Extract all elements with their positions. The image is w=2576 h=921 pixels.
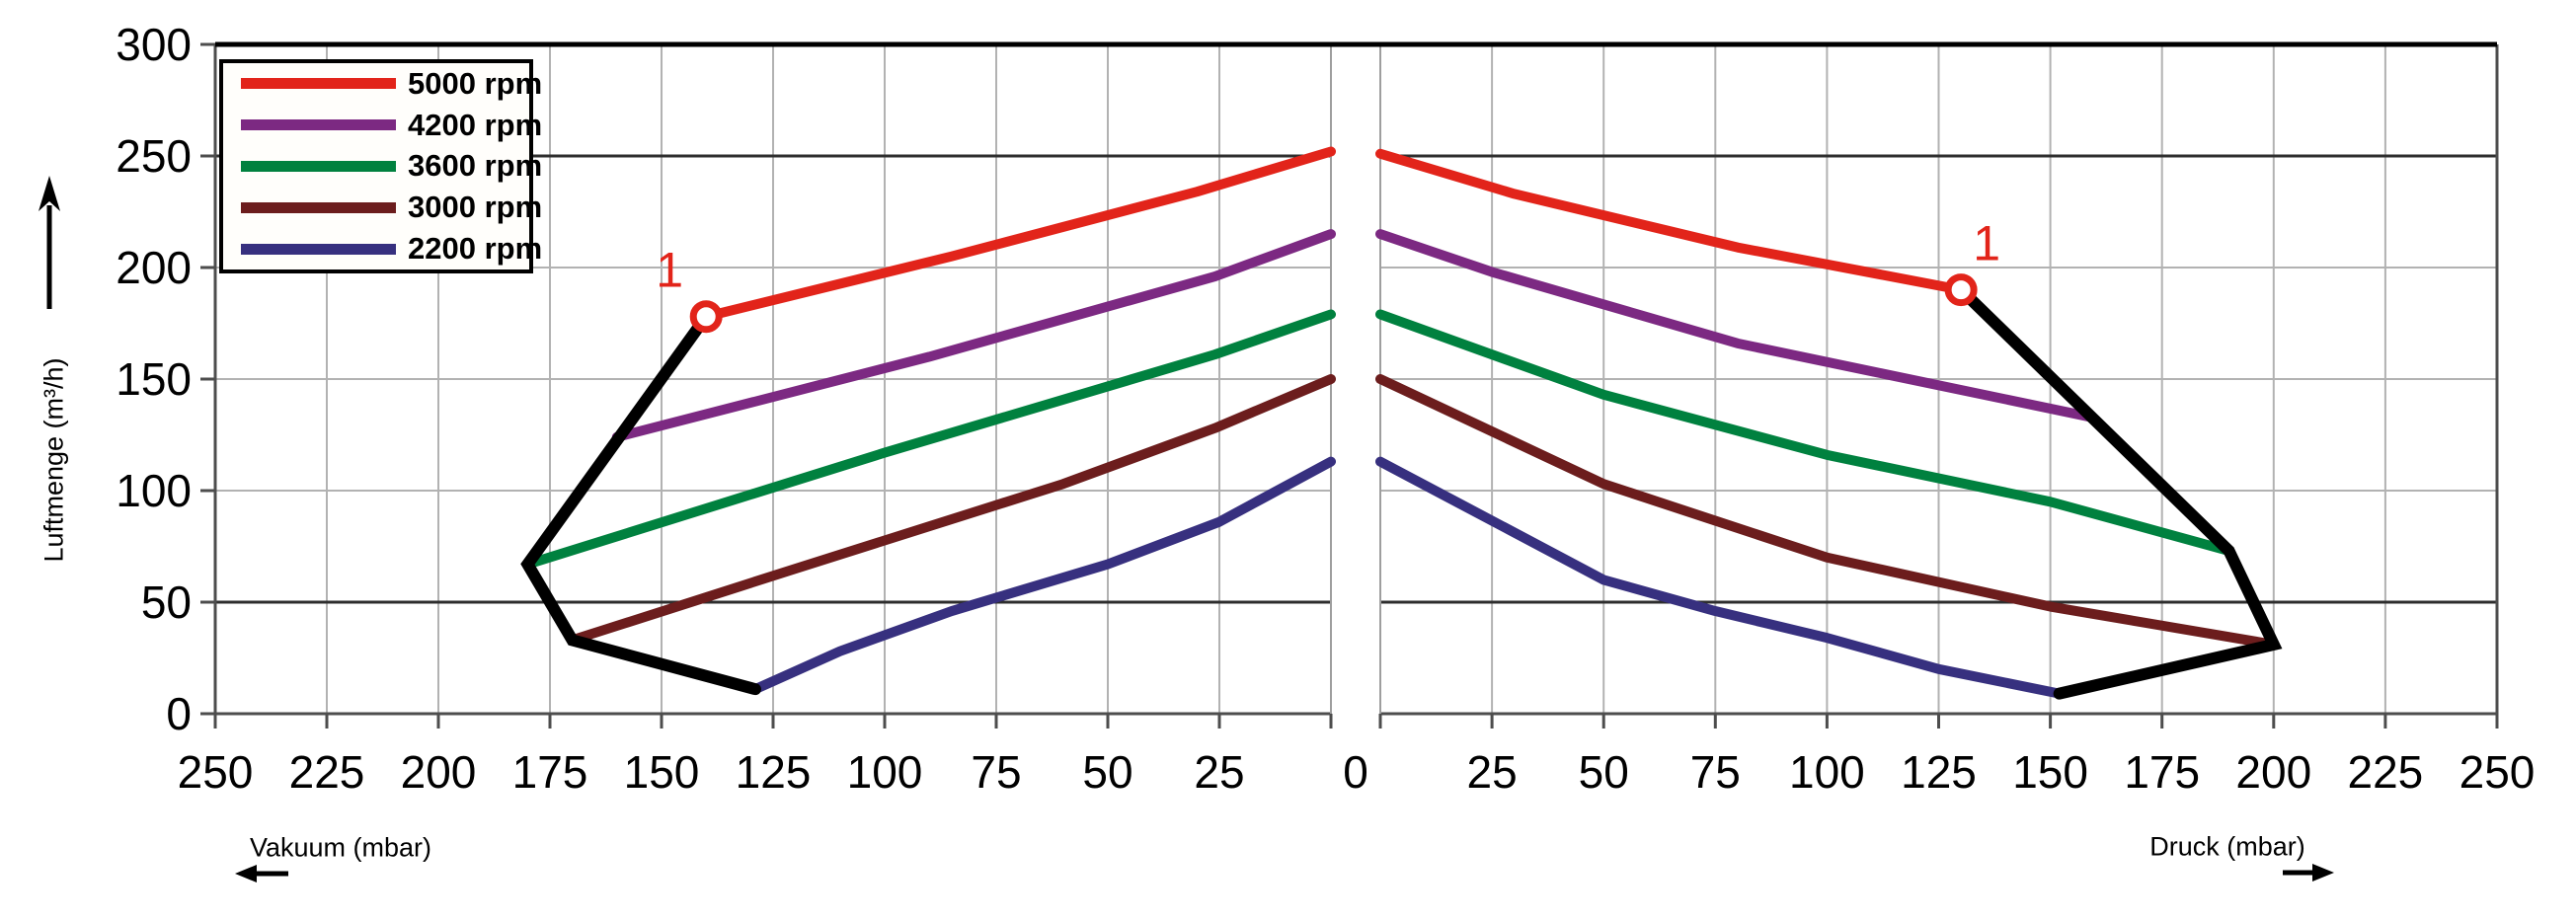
- legend-swatch: [241, 201, 396, 213]
- annotation-label: 1: [1973, 216, 2000, 271]
- legend-entry: 3600 rpm: [223, 146, 542, 186]
- known-point-marker: [1944, 273, 1978, 307]
- known-point-marker: [689, 300, 723, 334]
- series-line-3000-rpm: [567, 374, 1336, 646]
- legend-label: 3000 rpm: [408, 190, 543, 225]
- series-line-5000-rpm: [701, 146, 1336, 322]
- x-tick-label: 250: [178, 746, 254, 798]
- legend-label: 3600 rpm: [408, 148, 543, 184]
- x-tick-label: 25: [1467, 746, 1518, 798]
- x-tick-label: 225: [289, 746, 365, 798]
- x-tick-label: 75: [971, 746, 1021, 798]
- vakuum-axis-title: Vakuum (mbar): [249, 832, 432, 863]
- x-tick-label: 100: [847, 746, 923, 798]
- envelope-line: [1955, 283, 2283, 700]
- legend-swatch: [241, 78, 396, 90]
- envelope-line: [520, 310, 761, 696]
- x-tick-label: 225: [2348, 746, 2424, 798]
- vakuum-direction-arrow-icon: [235, 865, 288, 883]
- x-tick-label: 150: [2012, 746, 2088, 798]
- series-line-3000-rpm: [1375, 374, 2279, 650]
- x-tick-label: 75: [1690, 746, 1741, 798]
- y-tick-label: 50: [141, 576, 192, 628]
- x-tick-label: 50: [1082, 746, 1132, 798]
- series-line-4200-rpm: [611, 229, 1336, 442]
- x-tick-label: 150: [624, 746, 700, 798]
- x-tick-label: 250: [2459, 746, 2536, 798]
- legend-swatch: [241, 160, 396, 172]
- y-axis-title: Luftmenge (m³/h): [39, 357, 69, 563]
- y-tick-label: 0: [166, 688, 192, 739]
- druck-direction-arrow-icon: [2283, 864, 2334, 882]
- x-tick-label: 175: [512, 746, 588, 798]
- series-line-3600-rpm: [522, 309, 1336, 570]
- legend-swatch: [241, 243, 396, 255]
- y-tick-label: 100: [116, 465, 192, 516]
- series-line-4200-rpm: [1375, 229, 2096, 422]
- legend-label: 5000 rpm: [408, 65, 543, 101]
- legend-box: 5000 rpm 4200 rpm 3600 rpm 3000 rpm 2200 rpm: [219, 59, 542, 273]
- annotation-label: 1: [656, 243, 683, 298]
- x-tick-label-zero: 0: [1343, 746, 1368, 798]
- y-tick-label: 300: [116, 19, 192, 70]
- legend-swatch: [241, 119, 396, 131]
- y-axis-arrow-icon: [39, 176, 60, 309]
- legend-entry: 4200 rpm: [223, 106, 542, 145]
- y-tick-label: 150: [116, 353, 192, 405]
- series-line-5000-rpm: [1375, 148, 1967, 295]
- series-line-2200-rpm: [1375, 456, 2065, 699]
- x-tick-label: 100: [1789, 746, 1865, 798]
- legend-entry: 2200 rpm: [223, 229, 542, 269]
- x-tick-label: 175: [2124, 746, 2200, 798]
- x-tick-label: 200: [401, 746, 477, 798]
- series-line-2200-rpm: [749, 456, 1336, 695]
- x-tick-label: 25: [1194, 746, 1244, 798]
- y-tick-label: 250: [116, 130, 192, 182]
- legend-entry: 5000 rpm: [223, 64, 542, 104]
- legend-entry: 3000 rpm: [223, 188, 542, 227]
- druck-axis-title: Druck (mbar): [2149, 831, 2305, 862]
- x-tick-label: 125: [736, 746, 812, 798]
- y-tick-label: 200: [116, 242, 192, 293]
- x-tick-label: 200: [2235, 746, 2311, 798]
- legend-label: 4200 rpm: [408, 107, 543, 142]
- x-tick-label: 125: [1901, 746, 1977, 798]
- x-tick-label: 50: [1579, 746, 1629, 798]
- series-line-3600-rpm: [1375, 309, 2234, 557]
- legend-label: 2200 rpm: [408, 231, 543, 267]
